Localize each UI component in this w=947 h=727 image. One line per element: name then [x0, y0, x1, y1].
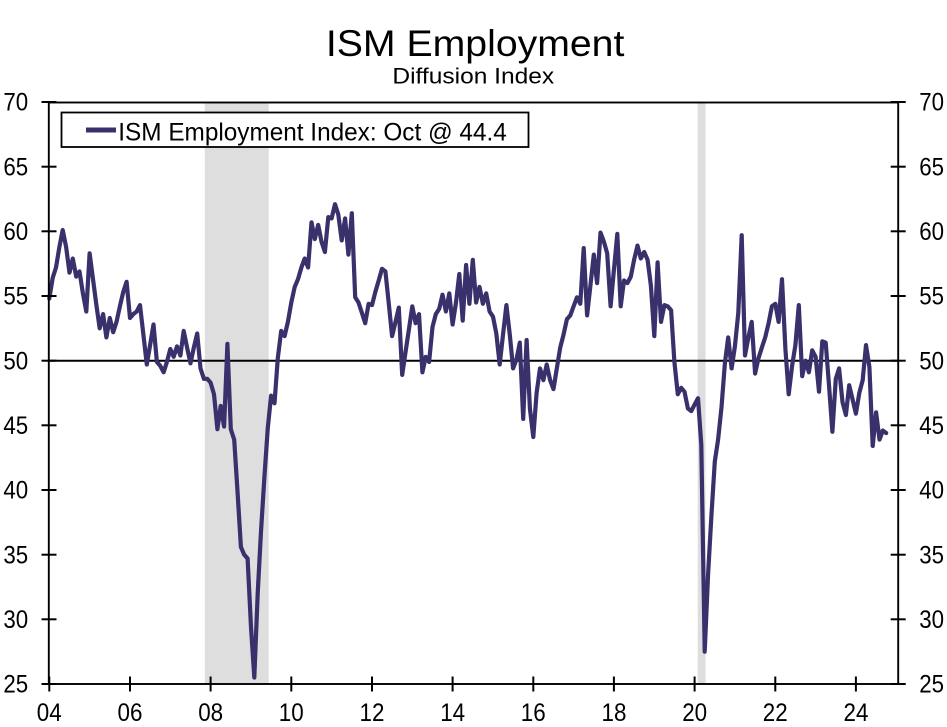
svg-text:24: 24	[844, 699, 869, 727]
svg-text:04: 04	[37, 699, 62, 727]
svg-text:40: 40	[919, 477, 944, 505]
svg-text:35: 35	[3, 541, 28, 569]
svg-text:65: 65	[919, 153, 944, 181]
svg-text:25: 25	[3, 671, 28, 699]
svg-text:18: 18	[602, 699, 627, 727]
svg-text:Diffusion Index: Diffusion Index	[392, 64, 554, 89]
svg-text:12: 12	[360, 699, 385, 727]
svg-text:45: 45	[3, 412, 28, 440]
svg-text:16: 16	[521, 699, 546, 727]
svg-text:08: 08	[198, 699, 223, 727]
svg-text:45: 45	[919, 412, 944, 440]
svg-text:35: 35	[919, 541, 944, 569]
svg-text:20: 20	[682, 699, 707, 727]
svg-text:22: 22	[763, 699, 788, 727]
svg-text:ISM Employment: ISM Employment	[326, 23, 625, 64]
svg-text:50: 50	[919, 347, 944, 375]
svg-text:06: 06	[118, 699, 143, 727]
svg-text:60: 60	[919, 218, 944, 246]
svg-text:60: 60	[3, 218, 28, 246]
svg-text:40: 40	[3, 477, 28, 505]
svg-text:ISM Employment Index: Oct @ 44: ISM Employment Index: Oct @ 44.4	[118, 119, 507, 147]
svg-text:14: 14	[440, 699, 465, 727]
svg-text:10: 10	[279, 699, 304, 727]
svg-text:65: 65	[3, 153, 28, 181]
svg-text:70: 70	[3, 89, 28, 117]
svg-text:70: 70	[919, 89, 944, 117]
svg-text:25: 25	[919, 671, 944, 699]
svg-text:55: 55	[919, 283, 944, 311]
svg-text:30: 30	[919, 606, 944, 634]
svg-text:30: 30	[3, 606, 28, 634]
svg-text:55: 55	[3, 283, 28, 311]
svg-text:50: 50	[3, 347, 28, 375]
